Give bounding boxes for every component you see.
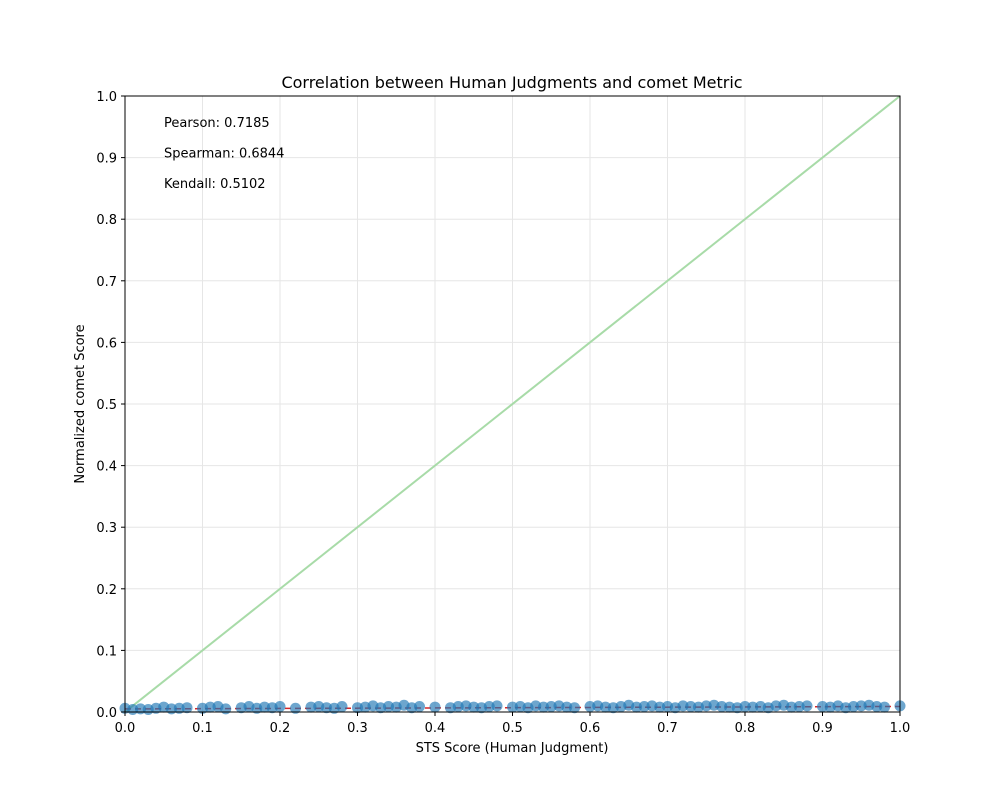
scatter-points [119,699,906,716]
scatter-point [879,701,890,713]
scatter-point [569,702,580,714]
correlation-annotation: Pearson: 0.7185 [164,116,270,131]
y-tick-label: 0.1 [96,644,117,659]
y-axis-label: Normalized comet Score [73,324,88,483]
scatter-point [414,700,425,712]
scatter-point [181,702,193,714]
x-tick-label: 0.0 [115,721,136,736]
x-tick-label: 1.0 [890,721,911,736]
x-tick-label: 0.4 [425,721,446,736]
y-tick-label: 0.0 [96,706,117,721]
x-axis-label: STS Score (Human Judgment) [416,741,609,756]
scatter-point [801,700,813,712]
x-tick-label: 0.1 [192,721,213,736]
y-tick-label: 0.7 [96,275,117,290]
y-tick-label: 0.9 [96,152,117,167]
y-tick-label: 0.8 [96,213,117,228]
y-tick-label: 0.6 [96,336,117,351]
x-tick-label: 0.9 [812,721,833,736]
scatter-point [336,700,348,712]
x-tick-label: 0.5 [502,721,523,736]
scatter-point [274,700,286,712]
scatter-point [491,700,503,712]
scatter-point [220,703,232,715]
y-tick-label: 1.0 [96,90,117,105]
chart-title: Correlation between Human Judgments and … [281,73,742,92]
x-tick-label: 0.2 [270,721,291,736]
y-tick-label: 0.5 [96,398,117,413]
x-tick-label: 0.7 [657,721,678,736]
correlation-annotations: Pearson: 0.7185 Spearman: 0.6844 Kendall: … [164,116,284,192]
x-tick-label: 0.6 [580,721,601,736]
y-tick-label: 0.2 [96,583,117,598]
scatter-point [429,701,441,713]
x-tick-label: 0.3 [347,721,368,736]
scatter-point [290,702,301,714]
x-tick-label: 0.8 [735,721,756,736]
diagonal-reference-line [124,95,901,713]
axis-ticks: 0.0 0.1 0.2 0.3 0.4 0.5 0.6 0.7 0.8 0.9 1.0 0.0 0.1 0… [96,90,910,736]
correlation-annotation: Kendall: 0.5102 [164,177,266,192]
y-tick-label: 0.3 [96,521,117,536]
y-tick-label: 0.4 [96,460,117,475]
correlation-annotation: Spearman: 0.6844 [164,147,284,162]
